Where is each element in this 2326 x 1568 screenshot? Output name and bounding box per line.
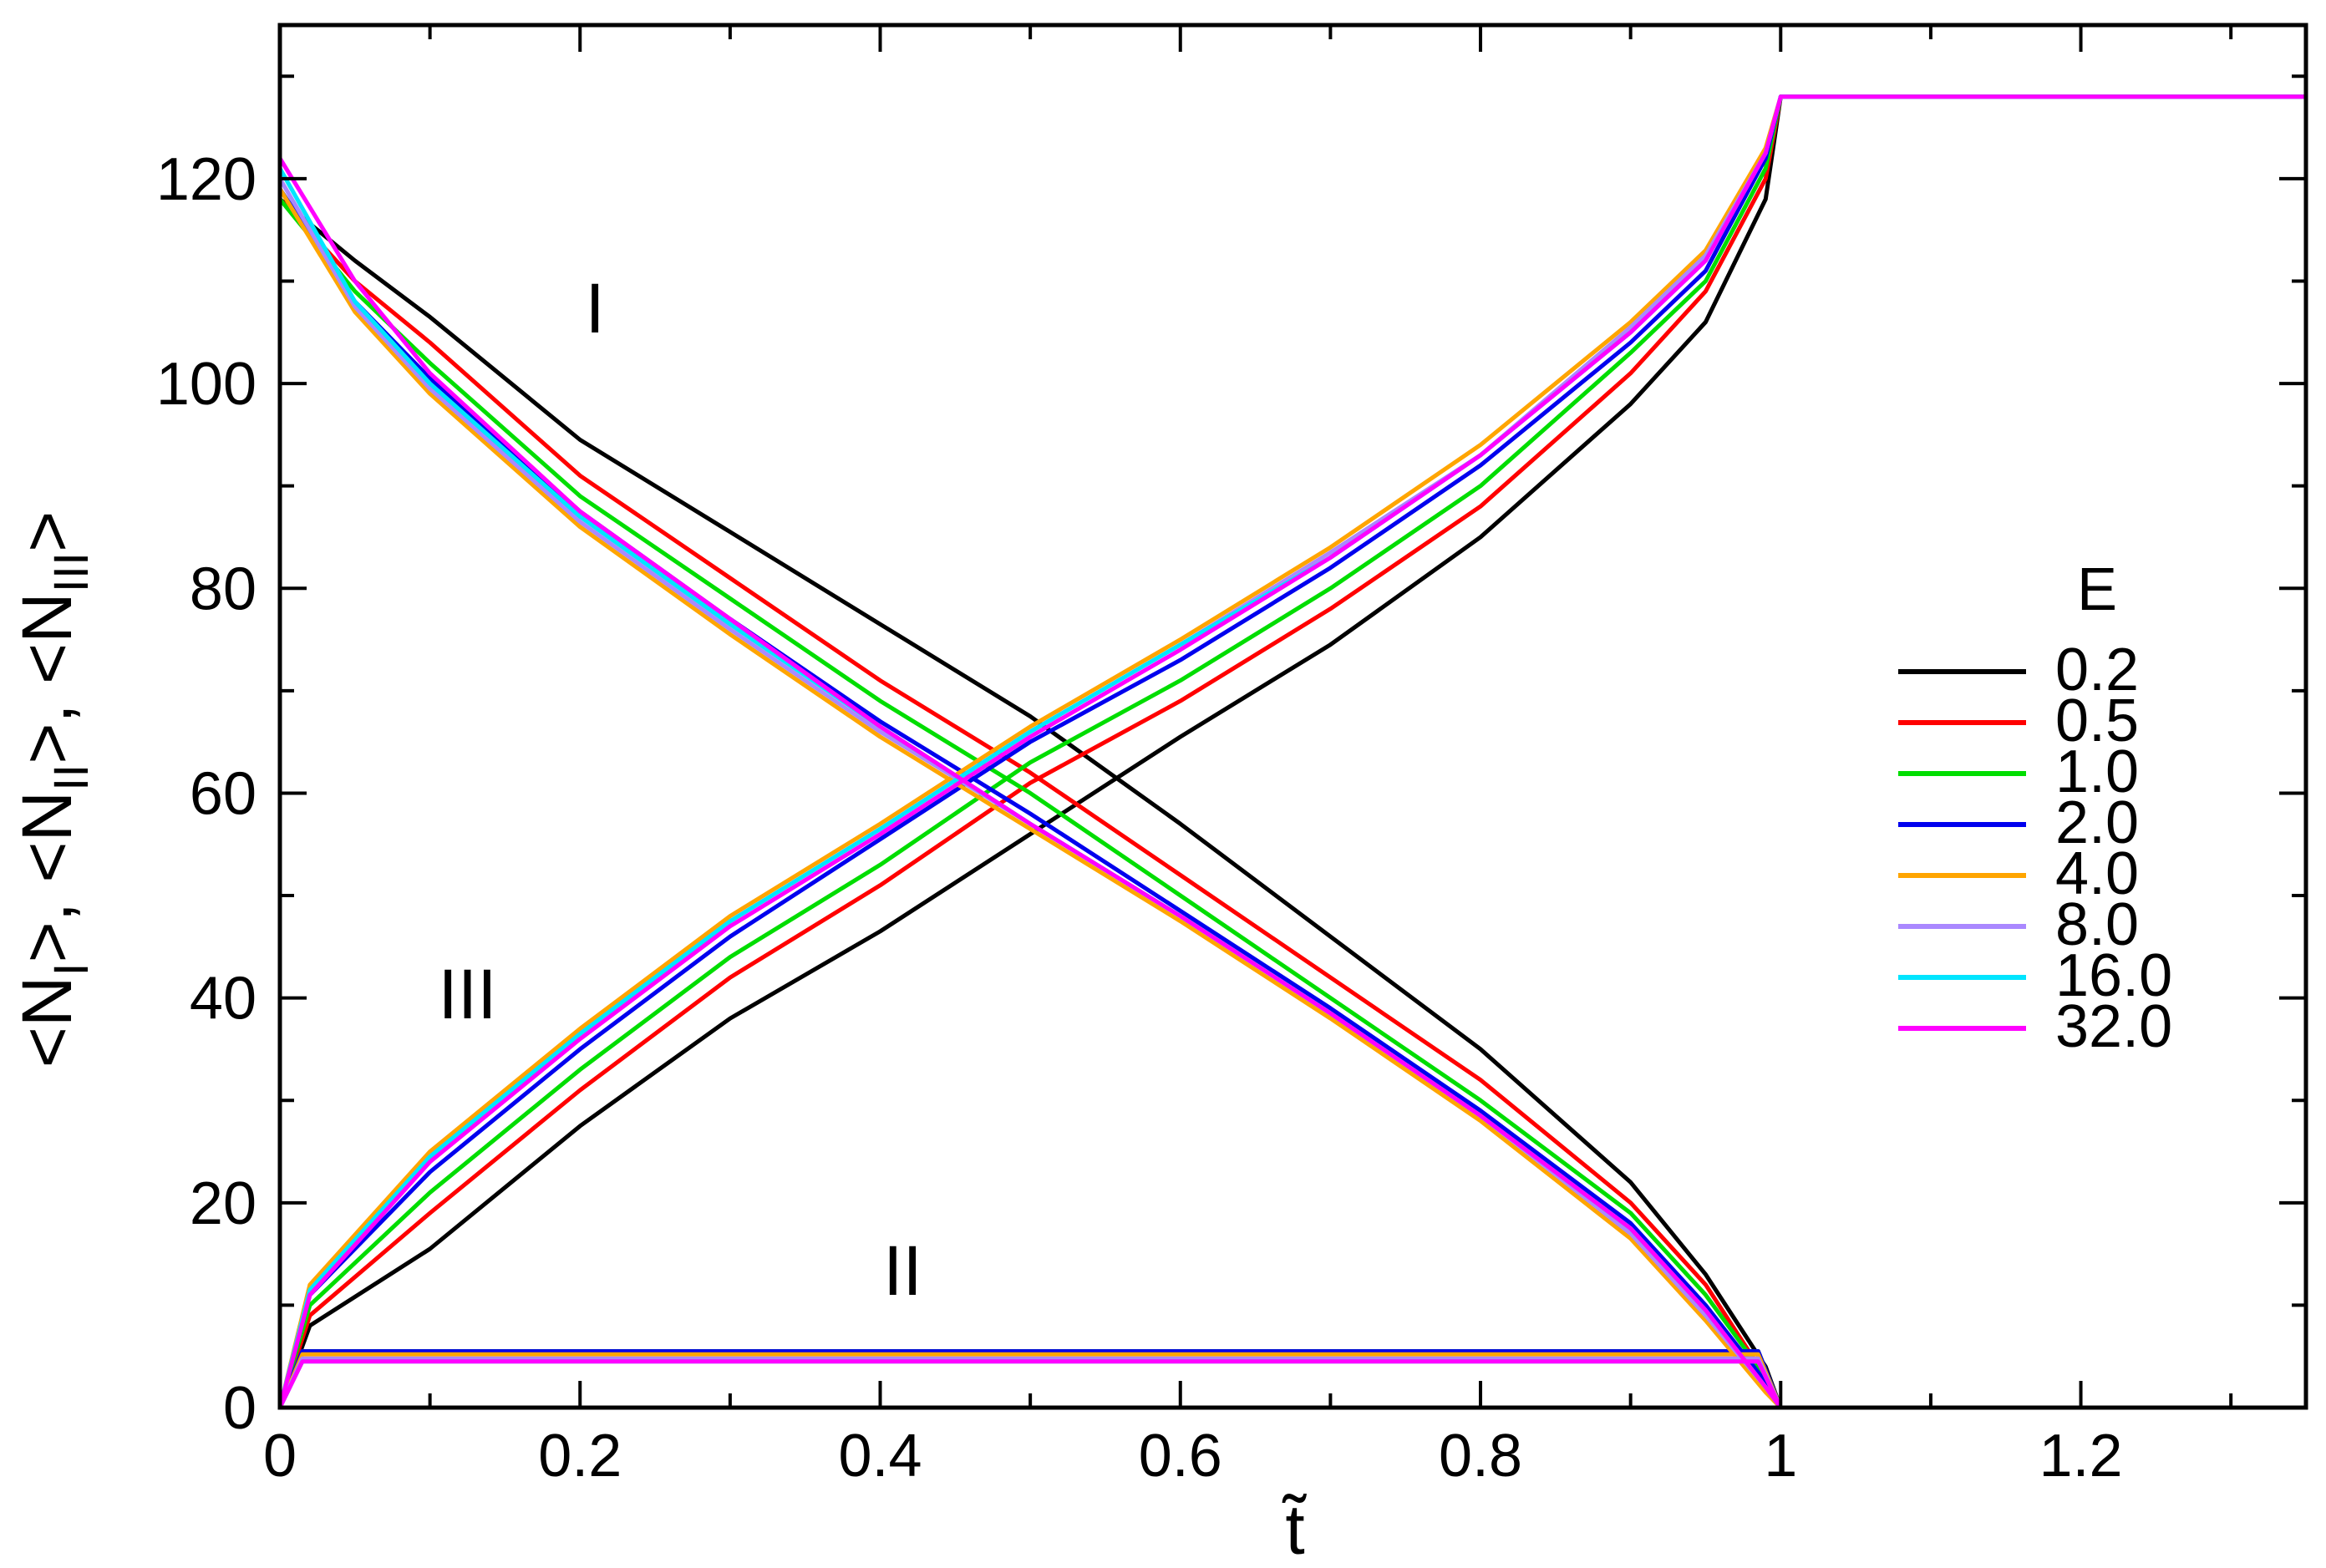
line-region-I: [277, 187, 2306, 1410]
line-region-II: [277, 1359, 2306, 1410]
x-axis-title: t̃: [1282, 1490, 1307, 1568]
y-axis-title: <NI>, <NII>, <NIII>: [8, 511, 99, 1068]
region-label: I: [586, 269, 605, 348]
legend-label: 8.0: [2055, 891, 2139, 958]
x-tick-label: 0.4: [838, 1423, 922, 1489]
y-tick-label: 100: [156, 351, 256, 418]
region-label: II: [883, 1231, 922, 1310]
x-tick-label: 0.8: [1439, 1423, 1522, 1489]
ticks-layer: [278, 25, 2306, 1409]
line-region-III: [277, 94, 2306, 1408]
x-tick-label: 0: [263, 1423, 297, 1489]
y-tick-label: 120: [156, 146, 256, 213]
line-region-I: [278, 197, 2306, 1410]
y-tick-label: 60: [190, 760, 256, 827]
line-region-III: [277, 94, 2306, 1408]
legend-label: 2.0: [2055, 789, 2139, 856]
region-label: III: [439, 955, 497, 1033]
legend-label: 0.5: [2055, 688, 2139, 754]
line-region-III: [277, 94, 2306, 1408]
line-region-I: [277, 177, 2306, 1410]
y-axis-title-part: >: [8, 511, 86, 552]
y-axis-title-part: >, <N: [8, 791, 86, 962]
legend-label: 1.0: [2055, 738, 2139, 805]
line-region-I: [277, 187, 2306, 1410]
legend-title: E: [2077, 556, 2117, 623]
legend-label: 32.0: [2055, 993, 2172, 1060]
x-tick-label: 1.2: [2039, 1423, 2123, 1489]
line-region-I: [277, 167, 2306, 1410]
line-region-III: [277, 94, 2306, 1408]
series-4.0: [277, 94, 2306, 1410]
line-region-III: [277, 94, 2306, 1408]
plot-frame: [277, 23, 2308, 1410]
x-tick-label: 0.2: [538, 1423, 622, 1489]
series-0.5: [277, 94, 2306, 1410]
series-16.0: [277, 94, 2306, 1410]
line-region-III: [277, 94, 2306, 1408]
y-tick-label: 80: [190, 556, 256, 622]
legend-label: 0.2: [2055, 637, 2139, 703]
line-region-II: [277, 1359, 2306, 1410]
series-32.0: [277, 94, 2306, 1410]
y-axis-subscript: I: [44, 962, 99, 976]
series-0.2: [277, 94, 2306, 1410]
y-axis-title-part: >, <N: [8, 592, 86, 764]
x-tick-label: 0.6: [1139, 1423, 1222, 1489]
y-tick-label: 40: [190, 966, 256, 1033]
y-axis-subscript: III: [44, 552, 99, 592]
line-region-II: [277, 1356, 2306, 1410]
legend-label: 4.0: [2055, 840, 2139, 907]
series-2.0: [277, 94, 2306, 1410]
y-axis-title-part: <N: [8, 976, 86, 1068]
y-tick-label: 20: [190, 1170, 256, 1237]
series-1.0: [277, 94, 2306, 1410]
svg-text:<NI>, <NII>, <NIII>: <NI>, <NII>, <NIII>: [8, 511, 99, 1068]
line-region-I: [277, 157, 2306, 1410]
legend: E 0.20.51.02.04.08.016.032.0: [1898, 556, 2172, 1060]
line-region-III: [277, 94, 2306, 1408]
y-axis-subscript: II: [44, 764, 99, 791]
line-region-III: [277, 94, 2306, 1408]
line-region-I: [278, 197, 2306, 1410]
y-tick-label: 0: [223, 1375, 256, 1442]
line-region-I: [278, 197, 2306, 1410]
series-8.0: [277, 94, 2306, 1410]
legend-label: 16.0: [2055, 942, 2172, 1009]
series-layer: [277, 94, 2306, 1410]
x-tick-label: 1: [1764, 1423, 1797, 1489]
